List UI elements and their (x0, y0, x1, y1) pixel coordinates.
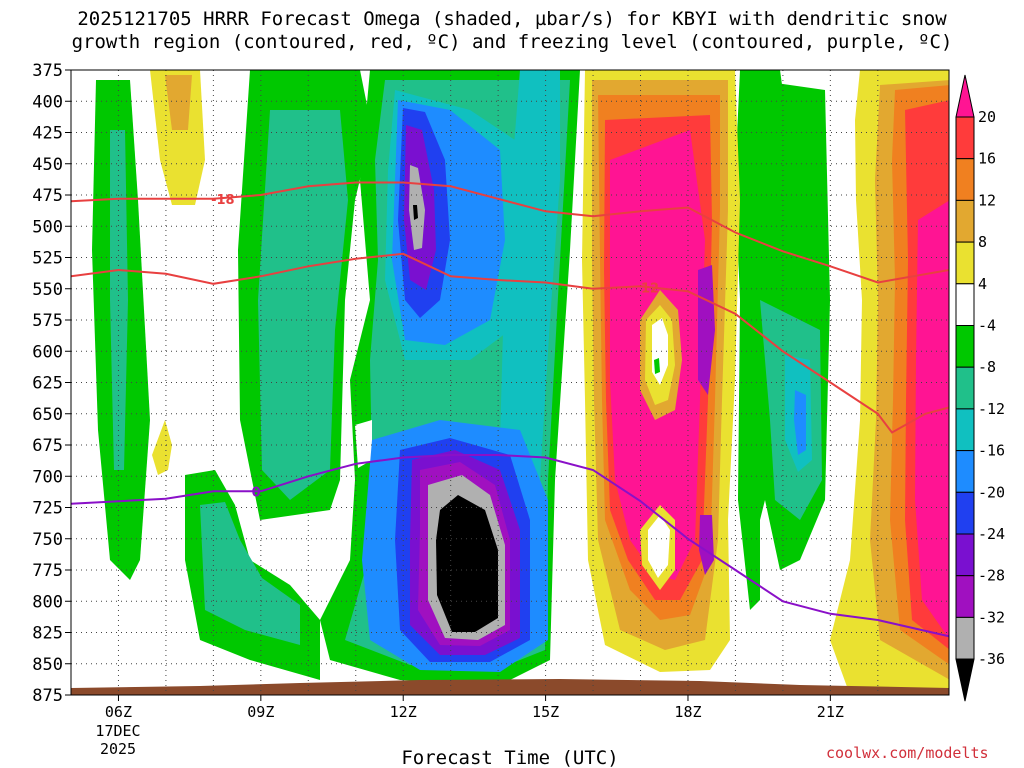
y-tick-label: 850 (32, 655, 63, 675)
colorbar-label: 12 (978, 191, 996, 209)
colorbar-top-triangle (955, 74, 975, 118)
y-tick-label: 775 (32, 561, 63, 581)
chart-title-line2: growth region (contoured, red, ºC) and f… (71, 31, 953, 53)
y-tick-label: 800 (32, 592, 63, 612)
colorbar-label: -20 (978, 483, 1005, 501)
x-axis: 06Z 09Z 12Z 15Z 18Z 21Z (105, 695, 844, 721)
colorbar-swatch (955, 533, 975, 577)
colorbar-swatch (955, 158, 975, 201)
colorbar-label: -16 (978, 442, 1005, 460)
plot-grid (71, 70, 949, 695)
contour-freezing-level-0 (71, 454, 949, 638)
colorbar-label: -32 (978, 608, 1005, 626)
omega-fill-region (413, 205, 418, 220)
x-tick-label: 09Z (247, 703, 274, 721)
x-tick-label: 21Z (817, 703, 844, 721)
y-tick-label: 375 (32, 61, 63, 81)
colorbar-swatch (955, 366, 975, 410)
omega-fill-region (436, 495, 498, 632)
omega-fill-region (699, 515, 714, 575)
colorbar-label: -12 (978, 400, 1005, 418)
contour-dgz-upper-minus18 (71, 181, 949, 284)
date-label-line2: 2025 (100, 740, 136, 758)
contour-label: 12 (641, 282, 659, 297)
terrain-surface (71, 679, 949, 695)
colorbar-bottom-triangle (955, 658, 975, 702)
colorbar-label: -36 (978, 650, 1005, 668)
y-tick-label: 450 (32, 155, 63, 175)
colorbar-label: -24 (978, 525, 1005, 543)
y-axis: 375 400 425 450 475 500 525 550 575 600 625 650 675 7… (32, 61, 71, 706)
colorbar-swatch (955, 491, 975, 535)
y-tick-label: 525 (32, 249, 63, 269)
omega-fill-region (654, 358, 660, 374)
colorbar-swatch (955, 408, 975, 452)
omega-fill-region (150, 70, 205, 205)
colorbar-swatch (955, 325, 975, 368)
colorbar-swatch (955, 283, 975, 326)
omega-fill-region (165, 75, 192, 130)
colorbar-swatch (955, 241, 975, 285)
credit-text: coolwx.com/modelts (826, 744, 989, 762)
contour-label: -18 (211, 193, 235, 208)
y-tick-label: 725 (32, 499, 63, 519)
colorbar-label: -8 (978, 358, 996, 376)
x-tick-label: 12Z (390, 703, 417, 721)
colorbar-swatch (955, 116, 975, 160)
colorbar-swatch (955, 616, 975, 660)
colorbar-label: -4 (978, 317, 996, 335)
date-label-line1: 17DEC (95, 722, 140, 740)
y-tick-label: 750 (32, 530, 63, 550)
y-tick-label: 575 (32, 311, 63, 331)
temperature-contours (71, 181, 949, 638)
x-tick-label: 06Z (105, 703, 132, 721)
y-tick-label: 625 (32, 374, 63, 394)
colorbar-label: 20 (978, 108, 996, 126)
omega-fill-region (152, 420, 172, 475)
omega-shading (92, 70, 949, 695)
y-tick-label: 650 (32, 405, 63, 425)
contour-dgz-lower-minus12 (71, 252, 949, 434)
omega-fill-region (915, 200, 949, 639)
colorbar-label: 4 (978, 275, 987, 293)
y-tick-label: 500 (32, 217, 63, 237)
y-tick-label: 425 (32, 124, 63, 144)
x-tick-label: 18Z (674, 703, 701, 721)
colorbar-swatch (955, 575, 975, 618)
colorbar: 20 16 12 8 4 -4 -8 -12 -16 -20 -24 -28 -32 -36 (955, 74, 1005, 702)
y-tick-label: 550 (32, 280, 63, 300)
contour-labels: -18 12 0 (211, 193, 659, 501)
chart-title-line1: 2025121705 HRRR Forecast Omega (shaded, … (77, 8, 947, 30)
omega-fill-region (258, 110, 348, 500)
y-tick-label: 700 (32, 467, 63, 487)
colorbar-label: 16 (978, 150, 996, 168)
omega-fill-region (200, 502, 300, 645)
y-tick-label: 875 (32, 686, 63, 706)
colorbar-swatch (955, 199, 975, 243)
contour-label: 0 (252, 485, 261, 500)
omega-fill-region (110, 130, 128, 470)
omega-fill-region (648, 515, 670, 578)
omega-fill-region (355, 420, 372, 468)
y-tick-label: 825 (32, 624, 63, 644)
colorbar-swatch (955, 450, 975, 493)
colorbar-label: -28 (978, 567, 1005, 585)
x-axis-title: Forecast Time (UTC) (401, 747, 618, 768)
y-tick-label: 475 (32, 186, 63, 206)
y-tick-label: 675 (32, 436, 63, 456)
x-tick-label: 15Z (532, 703, 559, 721)
colorbar-label: 8 (978, 233, 987, 251)
y-tick-label: 400 (32, 92, 63, 112)
omega-fill-region (794, 390, 806, 455)
y-tick-label: 600 (32, 342, 63, 362)
